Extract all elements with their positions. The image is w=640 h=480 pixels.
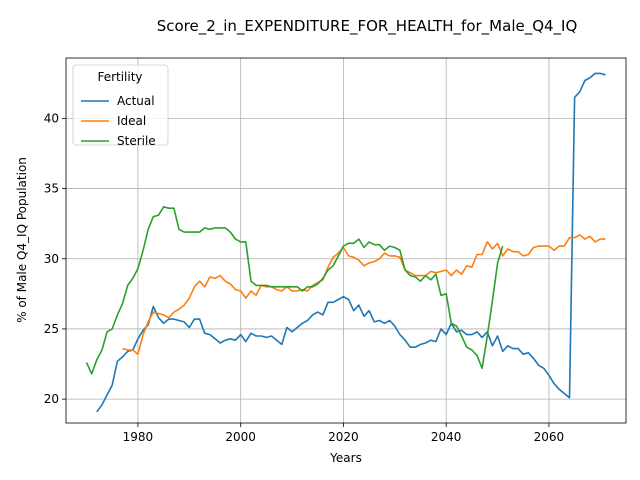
legend-label-sterile: Sterile (117, 134, 156, 148)
legend-title: Fertility (97, 70, 142, 84)
y-tick-label: 25 (44, 322, 59, 336)
x-tick-label: 2040 (431, 430, 462, 444)
legend-box (72, 64, 169, 146)
x-tick-label: 2060 (534, 430, 565, 444)
series-line-ideal (122, 234, 606, 355)
x-axis: 1980 2000 2020 2040 2060 (123, 423, 565, 444)
y-tick-label: 35 (44, 182, 59, 196)
y-tick-label: 20 (44, 392, 59, 406)
legend-label-actual: Actual (117, 94, 155, 108)
x-tick-label: 2000 (225, 430, 256, 444)
y-tick-label: 40 (44, 111, 59, 125)
x-tick-label: 1980 (123, 430, 154, 444)
legend-label-ideal: Ideal (117, 114, 146, 128)
grid (66, 58, 626, 423)
y-tick-label: 30 (44, 252, 59, 266)
y-axis-label: % of Male Q4_IQ Population (15, 157, 29, 323)
x-axis-label: Years (329, 451, 362, 465)
plot-frame (65, 57, 627, 424)
series-layer (85, 72, 606, 413)
series-line-sterile (85, 206, 504, 375)
x-tick-label: 2020 (328, 430, 359, 444)
legend: Fertility Actual Ideal Sterile (72, 64, 169, 148)
series-line-actual (96, 72, 606, 413)
chart-title: Score_2_in_EXPENDITURE_FOR_HEALTH_for_Ma… (157, 17, 578, 36)
y-axis: 20 25 30 35 40 (44, 111, 66, 406)
